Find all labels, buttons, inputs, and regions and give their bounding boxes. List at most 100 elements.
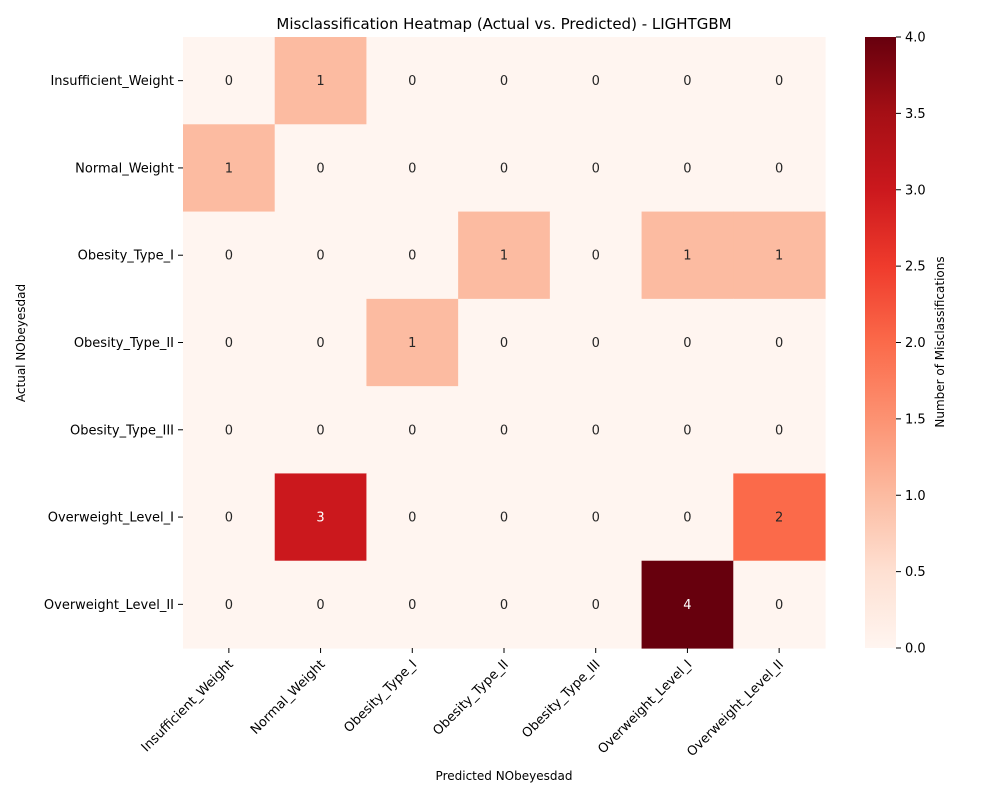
cell-value-label: 0	[408, 423, 416, 438]
colorbar-tick-label: 3.5	[905, 107, 926, 122]
cell-value-label: 0	[683, 74, 691, 89]
cell-value-label: 0	[500, 423, 508, 438]
heatmap-cell	[274, 560, 368, 649]
colorbar-ticks: 0.0 0.5 1.0 1.5 2.0 2.5 3.0 3.5 4.0	[896, 31, 926, 657]
cell-value-label: 0	[408, 598, 416, 613]
heatmap-cell	[366, 386, 459, 475]
heatmap-cell	[274, 211, 368, 300]
cell-value-label: 0	[408, 511, 416, 526]
cell-value-label: 0	[775, 161, 783, 176]
colorbar-label: Number of Misclassifications	[933, 256, 947, 427]
heatmap-cell	[733, 124, 826, 213]
cell-value-label: 0	[683, 511, 691, 526]
cell-value-label: 0	[500, 336, 508, 351]
heatmap-cell	[183, 211, 276, 300]
heatmap-cell	[366, 560, 459, 649]
colorbar-tick-label: 0.0	[905, 642, 926, 657]
cell-value-label: 0	[683, 161, 691, 176]
heatmap-cell	[641, 37, 734, 125]
heatmap-cell	[458, 211, 551, 300]
cell-value-label: 0	[592, 249, 600, 264]
cell-value-label: 0	[775, 336, 783, 351]
heatmap-cell	[183, 124, 276, 213]
cell-value-label: 0	[316, 423, 324, 438]
heatmap-cell	[458, 473, 551, 562]
heatmap-cell	[733, 298, 826, 387]
y-axis-label: Actual NObeyesdad	[14, 284, 28, 402]
x-tick-label: Insufficient_Weight	[139, 657, 237, 755]
cell-value-label: 0	[592, 598, 600, 613]
x-axis-label: Predicted NObeyesdad	[436, 769, 573, 783]
heatmap-cell	[733, 473, 826, 562]
heatmap-cell	[183, 473, 276, 562]
y-tick-label: Obesity_Type_I	[78, 249, 174, 264]
cell-value-label: 1	[225, 161, 233, 176]
cell-value-label: 4	[683, 598, 691, 613]
y-tick-label: Normal_Weight	[75, 161, 174, 176]
cell-value-label: 3	[316, 511, 324, 526]
cell-value-label: 0	[592, 74, 600, 89]
cell-value-label: 0	[225, 423, 233, 438]
heatmap-cell	[641, 560, 734, 649]
cell-value-label: 0	[408, 249, 416, 264]
heatmap-cell	[274, 298, 368, 387]
cell-value-label: 0	[592, 161, 600, 176]
x-tick-label: Overweight_Level_II	[684, 657, 787, 760]
heatmap-cell	[183, 298, 276, 387]
heatmap-cell	[641, 473, 734, 562]
y-tick-label: Overweight_Level_I	[48, 511, 174, 526]
colorbar: 0.0 0.5 1.0 1.5 2.0 2.5 3.0 3.5 4.0 Number of Mi…	[865, 31, 947, 657]
heatmap-cell	[733, 386, 826, 475]
colorbar-tick-label: 3.0	[905, 183, 926, 198]
colorbar-tick-label: 2.0	[905, 336, 926, 351]
cell-value-label: 0	[775, 423, 783, 438]
x-tick-label: Obesity_Type_III	[519, 657, 603, 741]
heatmap-cell	[274, 124, 368, 213]
cell-value-label: 0	[500, 74, 508, 89]
heatmap-cell	[549, 560, 643, 649]
cell-value-label: 1	[408, 336, 416, 351]
heatmap-cells	[183, 37, 826, 649]
cell-value-label: 0	[775, 74, 783, 89]
x-tick-label: Overweight_Level_I	[595, 657, 695, 757]
colorbar-tick-label: 4.0	[905, 31, 926, 46]
heatmap-cell	[641, 386, 734, 475]
cell-value-label: 0	[592, 336, 600, 351]
cell-value-label: 0	[316, 161, 324, 176]
cell-value-label: 0	[225, 74, 233, 89]
y-axis: Insufficient_Weight Normal_Weight Obesity_…	[44, 74, 183, 613]
heatmap-cell	[366, 37, 459, 125]
heatmap-cell	[641, 211, 734, 300]
cell-value-label: 0	[316, 598, 324, 613]
chart-title: Misclassification Heatmap (Actual vs. Pr…	[276, 15, 731, 33]
cell-value-label: 1	[500, 249, 508, 264]
heatmap-cell	[458, 37, 551, 125]
cell-value-label: 0	[775, 598, 783, 613]
y-tick-label: Obesity_Type_II	[74, 336, 174, 351]
colorbar-tick-label: 1.0	[905, 489, 926, 504]
colorbar-tick-label: 1.5	[905, 412, 926, 427]
cell-value-label: 0	[592, 511, 600, 526]
heatmap-cell	[549, 386, 643, 475]
cell-value-label: 0	[500, 161, 508, 176]
heatmap-cell	[183, 560, 276, 649]
colorbar-gradient	[865, 37, 896, 648]
heatmap-cell	[549, 211, 643, 300]
heatmap-cell	[549, 37, 643, 125]
cell-value-label: 0	[500, 598, 508, 613]
heatmap-cell	[274, 473, 368, 562]
cell-value-label: 0	[408, 161, 416, 176]
heatmap-cell	[183, 37, 276, 125]
heatmap-cell	[733, 560, 826, 649]
y-tick-label: Overweight_Level_II	[44, 598, 174, 613]
heatmap-cell	[366, 298, 459, 387]
cell-value-label: 0	[408, 74, 416, 89]
heatmap-cell	[458, 124, 551, 213]
cell-value-label: 0	[316, 249, 324, 264]
heatmap-cell	[641, 298, 734, 387]
cell-value-label: 2	[775, 511, 783, 526]
x-tick-label: Normal_Weight	[248, 657, 328, 737]
colorbar-tick-label: 2.5	[905, 260, 926, 275]
heatmap-cell	[641, 124, 734, 213]
cell-value-label: 0	[592, 423, 600, 438]
